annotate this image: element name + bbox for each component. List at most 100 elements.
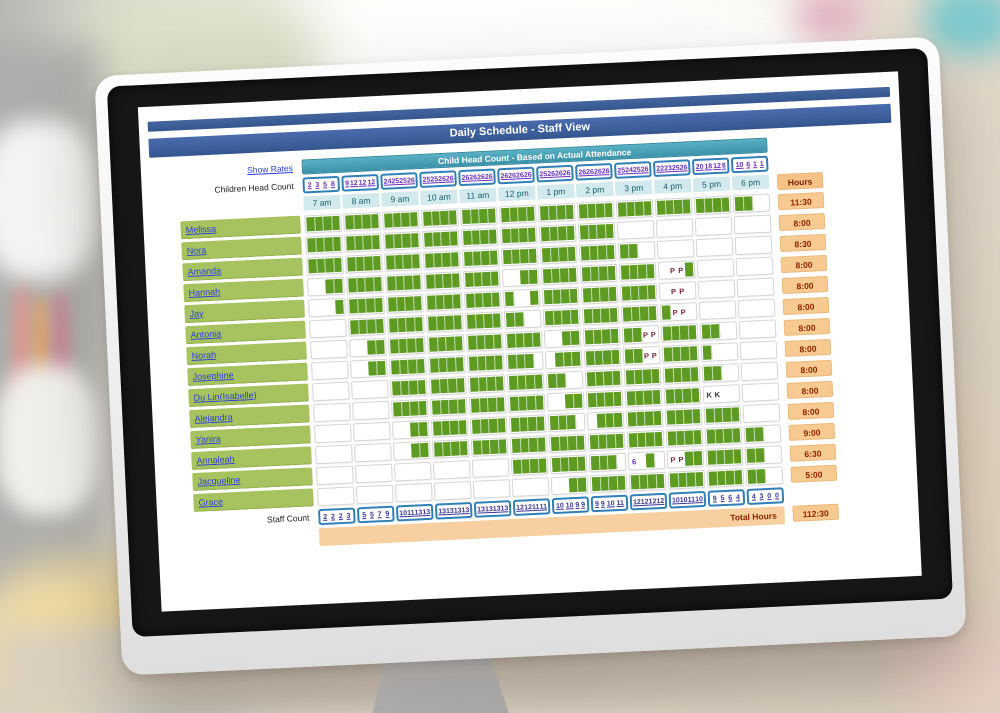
schedule-hour-cell[interactable] (700, 342, 739, 362)
staff-count-value[interactable]: 5 (362, 511, 367, 519)
staff-name-link[interactable]: Grace (198, 496, 224, 508)
children-head-count-value[interactable]: 12 (349, 179, 358, 187)
schedule-hour-cell[interactable] (426, 334, 465, 354)
schedule-hour-cell[interactable] (424, 292, 463, 312)
schedule-hour-cell[interactable] (626, 429, 665, 450)
schedule-hour-cell[interactable] (309, 318, 347, 339)
schedule-hour-cell[interactable] (737, 298, 776, 319)
schedule-hour-cell[interactable] (502, 288, 541, 309)
staff-name-link[interactable]: Annaleah (196, 453, 235, 466)
schedule-hour-cell[interactable] (316, 486, 355, 507)
schedule-hour-cell[interactable] (501, 267, 540, 288)
staff-count-value[interactable]: 4 (735, 493, 741, 501)
schedule-hour-cell[interactable] (742, 403, 781, 424)
schedule-hour-cell[interactable] (745, 466, 784, 486)
schedule-hour-cell[interactable] (503, 309, 542, 330)
schedule-hour-cell[interactable] (499, 225, 538, 246)
schedule-hour-cell[interactable] (662, 365, 701, 385)
staff-count-value[interactable]: 2 (338, 512, 343, 520)
schedule-hour-cell[interactable] (471, 458, 510, 478)
children-head-count-value[interactable]: 12 (712, 162, 722, 170)
schedule-hour-cell[interactable] (576, 200, 615, 221)
staff-count-value[interactable]: 9 (575, 501, 580, 509)
staff-count-value[interactable]: 7 (377, 510, 382, 518)
staff-count-value[interactable]: 4 (751, 493, 756, 501)
schedule-hour-cell[interactable] (389, 377, 428, 398)
schedule-hour-cell[interactable] (578, 242, 617, 263)
children-head-count-value[interactable]: 26 (640, 165, 649, 174)
schedule-hour-cell[interactable] (624, 387, 663, 408)
schedule-hour-cell[interactable] (656, 239, 695, 259)
schedule-hour-cell[interactable] (664, 406, 703, 427)
schedule-hour-cell[interactable] (344, 232, 382, 253)
children-head-count-value[interactable]: 1 (752, 160, 758, 168)
schedule-hour-cell[interactable] (353, 442, 392, 463)
staff-count-value[interactable]: 3 (346, 512, 351, 520)
children-head-count-value[interactable]: 26 (523, 171, 532, 179)
schedule-hour-cell[interactable] (588, 452, 627, 473)
staff-name-link[interactable]: Yanira (195, 433, 222, 445)
schedule-hour-cell[interactable] (472, 479, 511, 499)
schedule-hour-cell[interactable] (537, 202, 576, 223)
children-head-count-value[interactable]: 1 (759, 160, 764, 168)
schedule-hour-cell[interactable] (741, 382, 780, 403)
schedule-hour-cell[interactable] (548, 433, 587, 454)
schedule-hour-cell[interactable] (468, 395, 507, 415)
schedule-hour-cell[interactable] (351, 379, 389, 400)
schedule-hour-cell[interactable] (350, 358, 388, 379)
schedule-hour-cell[interactable] (584, 368, 623, 389)
staff-count-value[interactable]: 5 (369, 511, 375, 519)
schedule-hour-cell[interactable] (743, 424, 782, 445)
schedule-hour-cell[interactable] (392, 440, 431, 461)
staff-count-value[interactable]: 6 (728, 494, 733, 502)
schedule-hour-cell[interactable] (431, 438, 470, 459)
schedule-hour-cell[interactable] (509, 435, 548, 456)
schedule-hour-cell[interactable] (545, 370, 584, 391)
schedule-hour-cell[interactable] (617, 241, 656, 261)
schedule-hour-cell[interactable] (423, 271, 462, 291)
schedule-hour-cell[interactable] (306, 255, 344, 276)
children-head-count-value[interactable]: 12 (358, 179, 367, 187)
schedule-hour-cell[interactable] (421, 208, 459, 228)
schedule-hour-cell[interactable] (470, 437, 509, 457)
schedule-hour-cell[interactable] (701, 363, 740, 383)
staff-count-value[interactable]: 9 (385, 510, 390, 518)
schedule-hour-cell[interactable] (655, 218, 694, 238)
schedule-hour-cell[interactable] (384, 252, 422, 272)
children-head-count-value[interactable]: 20 (695, 163, 704, 171)
schedule-hour-cell[interactable] (542, 307, 581, 328)
schedule-hour-cell[interactable] (654, 197, 693, 217)
schedule-hour-cell[interactable] (580, 284, 619, 305)
staff-name-link[interactable]: Jacqueline (197, 474, 241, 487)
staff-name-link[interactable]: Hannah (188, 286, 221, 298)
schedule-hour-cell[interactable] (425, 313, 464, 333)
schedule-hour-cell[interactable] (544, 349, 583, 370)
schedule-hour-cell[interactable] (704, 426, 743, 446)
schedule-hour-cell[interactable] (394, 482, 433, 503)
staff-count-value[interactable]: 3 (759, 492, 764, 500)
schedule-hour-cell[interactable] (543, 328, 582, 349)
staff-count-value[interactable]: 0 (774, 491, 780, 500)
schedule-hour-cell[interactable] (550, 475, 589, 496)
schedule-hour-cell[interactable] (305, 234, 343, 255)
staff-name-link[interactable]: Amanda (187, 264, 222, 277)
schedule-hour-cell[interactable] (616, 220, 655, 240)
schedule-hour-cell[interactable] (346, 274, 384, 295)
schedule-hour-cell[interactable] (469, 416, 508, 436)
staff-count-value[interactable]: 13 (461, 506, 470, 514)
staff-count-value[interactable]: 9 (594, 500, 600, 508)
schedule-hour-cell[interactable] (422, 250, 461, 270)
schedule-hour-cell[interactable] (508, 414, 547, 435)
schedule-hour-cell[interactable] (429, 397, 468, 417)
staff-name-link[interactable]: Jay (189, 307, 204, 319)
schedule-hour-cell[interactable] (744, 445, 783, 465)
schedule-hour-cell[interactable] (460, 227, 499, 248)
schedule-hour-cell[interactable] (388, 356, 427, 377)
schedule-hour-cell[interactable] (740, 361, 779, 382)
schedule-hour-cell[interactable] (699, 321, 738, 341)
schedule-hour-cell[interactable] (620, 303, 659, 324)
staff-count-value[interactable]: 10 (694, 495, 704, 503)
